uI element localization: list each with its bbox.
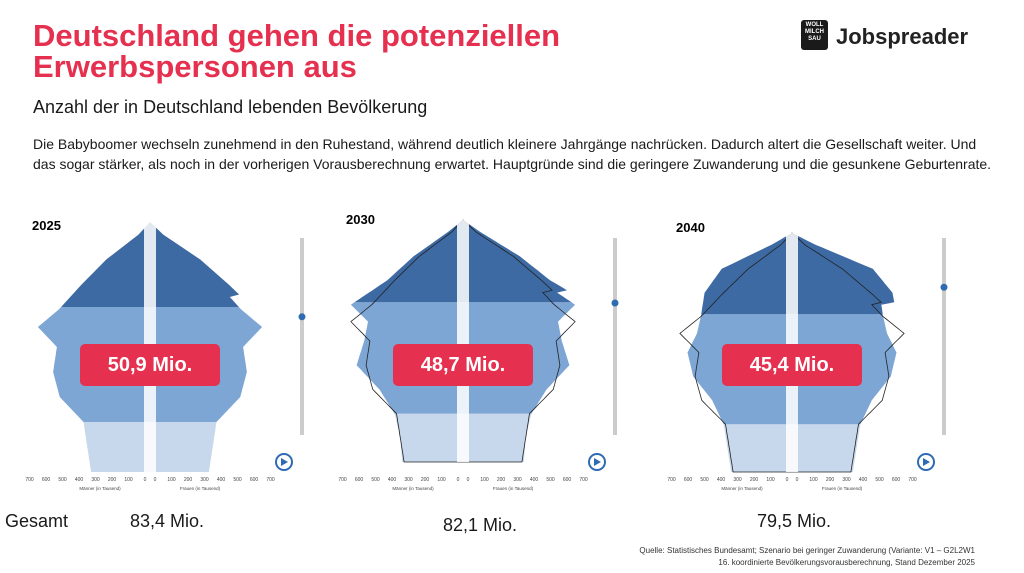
x-tick-label: 500 bbox=[371, 477, 380, 483]
x-tick-label: 500 bbox=[875, 477, 884, 483]
x-tick-label: 600 bbox=[563, 477, 572, 483]
x-tick-label: 700 bbox=[25, 477, 34, 483]
x-tick-label: 100 bbox=[766, 477, 775, 483]
total-box bbox=[80, 344, 220, 386]
x-tick-label: 200 bbox=[108, 477, 117, 483]
x-axis-label: Frauen (in Tausend) bbox=[493, 486, 534, 491]
play-icon bbox=[594, 458, 601, 466]
slider-handle bbox=[611, 299, 619, 307]
gesamt-value: 82,1 Mio. bbox=[443, 515, 518, 535]
total-label: 48,7 Mio. bbox=[421, 354, 505, 376]
x-tick-label: 100 bbox=[437, 477, 446, 483]
x-tick-label: 0 bbox=[457, 477, 460, 483]
x-tick-label: 0 bbox=[786, 477, 789, 483]
x-tick-label: 200 bbox=[184, 477, 193, 483]
subtitle: Anzahl der in Deutschland lebenden Bevöl… bbox=[33, 97, 428, 117]
play-icon bbox=[281, 458, 288, 466]
pyramids: 2025 50,9 Mio. 700 600 500 400 300 200 100 0 0 100 2… bbox=[25, 212, 948, 491]
x-tick-label: 700 bbox=[667, 477, 676, 483]
x-tick-label: 100 bbox=[480, 477, 489, 483]
x-tick-label: 600 bbox=[355, 477, 364, 483]
x-tick-label: 100 bbox=[809, 477, 818, 483]
x-tick-label: 400 bbox=[859, 477, 868, 483]
total-label: 50,9 Mio. bbox=[108, 354, 192, 376]
x-axis-label: Frauen (in Tausend) bbox=[180, 486, 221, 491]
x-axis-label: Männer (in Tausend) bbox=[392, 486, 434, 491]
total-box bbox=[722, 344, 862, 386]
source: Quelle: Statistisches Bundesamt; Szenari… bbox=[639, 546, 975, 555]
x-tick-label: 300 bbox=[91, 477, 100, 483]
x-axis-label: Frauen (in Tausend) bbox=[822, 486, 863, 491]
x-tick-label: 600 bbox=[684, 477, 693, 483]
source: 16. koordinierte Bevölkerungsvorausberec… bbox=[718, 558, 975, 567]
x-tick-label: 500 bbox=[700, 477, 709, 483]
x-tick-label: 500 bbox=[546, 477, 555, 483]
x-tick-label: 700 bbox=[338, 477, 347, 483]
x-tick-label: 400 bbox=[530, 477, 539, 483]
x-axis-label: Männer (in Tausend) bbox=[79, 486, 121, 491]
x-tick-label: 700 bbox=[579, 477, 588, 483]
gesamt-value: 79,5 Mio. bbox=[757, 511, 832, 531]
x-tick-label: 300 bbox=[513, 477, 522, 483]
x-tick-label: 0 bbox=[144, 477, 147, 483]
x-tick-label: 600 bbox=[250, 477, 259, 483]
body-text: Die Babyboomer wechseln zunehmend in den… bbox=[33, 136, 992, 172]
x-tick-label: 200 bbox=[497, 477, 506, 483]
x-tick-label: 500 bbox=[58, 477, 67, 483]
slider-handle bbox=[940, 283, 948, 291]
x-tick-label: 300 bbox=[842, 477, 851, 483]
gesamt-label: Gesamt bbox=[5, 511, 69, 531]
age-axis bbox=[457, 220, 469, 462]
x-tick-label: 0 bbox=[154, 477, 157, 483]
year-label: 2030 bbox=[346, 212, 375, 227]
logo-mark: WOLL MILCH SAU bbox=[801, 20, 828, 50]
play-button bbox=[588, 453, 606, 471]
year-label: 2040 bbox=[676, 220, 705, 235]
gesamt-value: 83,4 Mio. bbox=[130, 511, 205, 531]
x-tick-label: 400 bbox=[388, 477, 397, 483]
x-tick-label: 300 bbox=[200, 477, 209, 483]
x-tick-label: 600 bbox=[892, 477, 901, 483]
title: Deutschland gehen die potenziellen Erwer… bbox=[33, 18, 561, 84]
slider-handle bbox=[298, 313, 306, 321]
total-label: 45,4 Mio. bbox=[750, 354, 834, 376]
x-tick-label: 300 bbox=[733, 477, 742, 483]
play-icon bbox=[923, 458, 930, 466]
x-tick-label: 100 bbox=[167, 477, 176, 483]
x-tick-label: 400 bbox=[217, 477, 226, 483]
x-tick-label: 300 bbox=[404, 477, 413, 483]
x-tick-label: 400 bbox=[717, 477, 726, 483]
x-tick-label: 200 bbox=[750, 477, 759, 483]
x-tick-label: 100 bbox=[124, 477, 133, 483]
x-tick-label: 500 bbox=[233, 477, 242, 483]
x-tick-label: 700 bbox=[908, 477, 917, 483]
x-tick-label: 700 bbox=[266, 477, 275, 483]
play-button bbox=[275, 453, 293, 471]
total-box bbox=[393, 344, 533, 386]
x-tick-label: 0 bbox=[796, 477, 799, 483]
brand: Jobspreader bbox=[836, 24, 969, 49]
x-axis-label: Männer (in Tausend) bbox=[721, 486, 763, 491]
x-tick-label: 600 bbox=[42, 477, 51, 483]
x-tick-label: 200 bbox=[421, 477, 430, 483]
x-tick-label: 0 bbox=[467, 477, 470, 483]
year-label: 2025 bbox=[32, 218, 61, 233]
x-tick-label: 200 bbox=[826, 477, 835, 483]
x-tick-label: 400 bbox=[75, 477, 84, 483]
play-button bbox=[917, 453, 935, 471]
